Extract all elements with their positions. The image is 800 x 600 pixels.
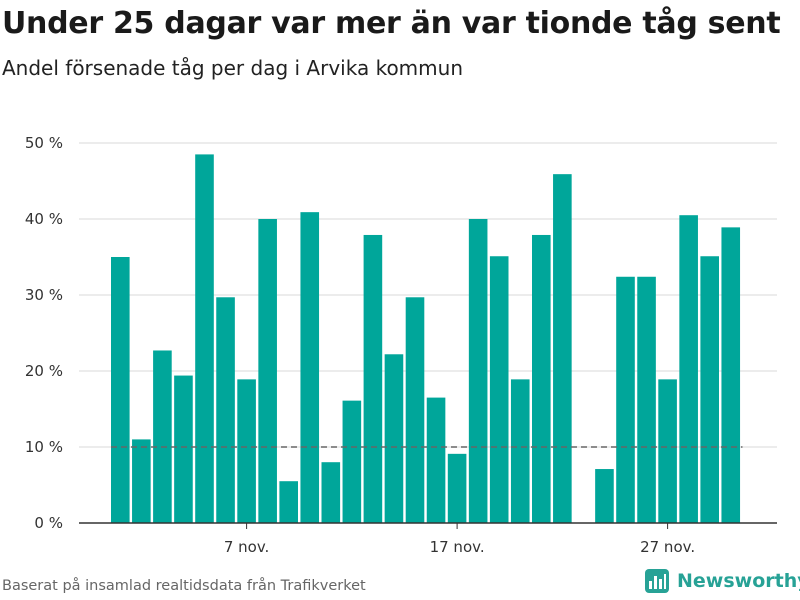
bar — [153, 350, 172, 523]
y-tick-label: 10 % — [25, 438, 63, 456]
source-note: Baserat på insamlad realtidsdata från Tr… — [2, 578, 366, 594]
bar — [342, 400, 362, 523]
bar — [721, 227, 741, 524]
y-axis-labels: 0 % 10 % 20 % 30 % 40 % 50 % — [25, 134, 63, 532]
bar — [237, 379, 256, 523]
chart-subtitle: Andel försenade tåg per dag i Arvika kom… — [2, 56, 463, 80]
bar — [658, 379, 677, 523]
x-tick-label: 27 nov. — [640, 538, 695, 556]
bar — [595, 469, 614, 523]
y-tick-label: 0 % — [34, 514, 63, 532]
y-tick-label: 40 % — [25, 210, 63, 228]
bar — [510, 379, 530, 523]
bar — [300, 212, 320, 523]
x-tick-label: 17 nov. — [430, 538, 485, 556]
bar — [616, 276, 635, 523]
x-axis-labels: 7 nov. 17 nov. 27 nov. — [224, 523, 695, 556]
bar — [321, 462, 341, 523]
bar — [447, 453, 467, 523]
bar — [258, 219, 277, 523]
bar — [174, 375, 193, 523]
bar — [637, 276, 656, 523]
bar — [553, 174, 572, 523]
bar — [195, 154, 214, 523]
chart-title: Under 25 dagar var mer än var tionde tåg… — [2, 6, 781, 41]
bar — [216, 297, 235, 523]
bar — [700, 256, 719, 523]
bars — [111, 154, 741, 524]
brand-name: Newsworthy — [677, 570, 800, 592]
bar — [363, 234, 383, 523]
bar — [426, 397, 446, 523]
y-tick-label: 20 % — [25, 362, 63, 380]
brand-logo: Newsworthy — [644, 568, 800, 594]
bar — [532, 234, 551, 523]
y-tick-label: 50 % — [25, 134, 63, 152]
bar — [279, 481, 298, 523]
bar — [132, 439, 151, 523]
bar — [111, 257, 130, 523]
x-tick-label: 7 nov. — [224, 538, 269, 556]
bar — [679, 215, 698, 523]
bar — [384, 354, 404, 523]
bar — [405, 297, 425, 523]
bar — [489, 256, 509, 523]
bar — [468, 219, 488, 523]
y-tick-label: 30 % — [25, 286, 63, 304]
newsworthy-logo-icon — [645, 569, 669, 593]
